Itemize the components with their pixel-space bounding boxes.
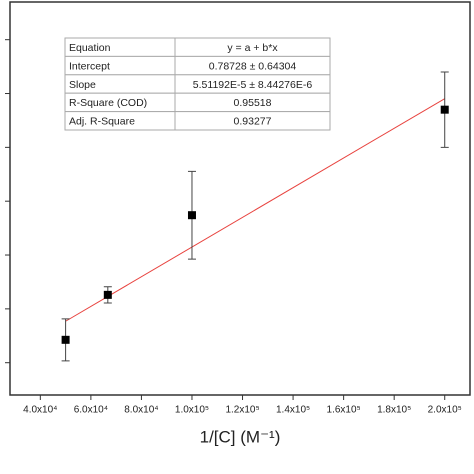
x-tick-label: 4.0x10⁴	[23, 405, 57, 416]
x-tick-label: 1.8x10⁵	[377, 405, 411, 416]
table-text: y = a + b*x	[227, 42, 278, 54]
table-text: 5.51192E-5 ± 8.44276E-6	[193, 79, 313, 91]
fit-line	[65, 98, 445, 322]
data-point	[103, 290, 112, 299]
table-text: 0.93277	[234, 116, 272, 128]
table-text: Intercept	[69, 60, 110, 72]
x-axis-title: 1/[C] (M⁻¹)	[200, 427, 281, 446]
x-tick-label: 1.4x10⁵	[276, 405, 310, 416]
x-tick-label: 6.0x10⁴	[74, 405, 108, 416]
x-tick-label: 8.0x10⁴	[124, 405, 158, 416]
x-tick-label: 1.6x10⁵	[327, 405, 361, 416]
x-tick-label: 2.0x10⁵	[428, 405, 462, 416]
plot-frame	[9, 1, 471, 396]
x-tick-label: 1.2x10⁵	[225, 405, 259, 416]
data-point	[61, 335, 70, 344]
table-text: R-Square (COD)	[69, 97, 147, 109]
table-text: 0.95518	[234, 97, 272, 109]
x-tick-label: 1.0x10⁵	[175, 405, 209, 416]
data-point	[440, 105, 449, 114]
table-text: Adj. R-Square	[69, 116, 135, 128]
table-text: Equation	[69, 42, 111, 54]
data-point	[187, 211, 196, 220]
table-text: 0.78728 ± 0.64304	[209, 60, 297, 72]
table-text: Slope	[69, 79, 96, 91]
table-cell	[174, 111, 331, 131]
